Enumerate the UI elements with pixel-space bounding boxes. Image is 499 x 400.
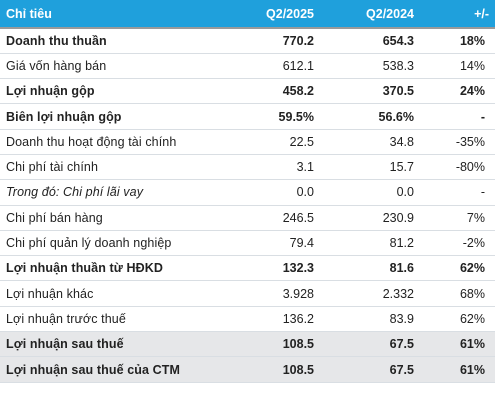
cell-q2-2025: 246.5 bbox=[282, 210, 314, 225]
cell-change: 62% bbox=[459, 311, 485, 326]
header-q2-2025: Q2/2025 bbox=[266, 6, 314, 21]
cell-q2-2024: 538.3 bbox=[382, 58, 414, 73]
cell-q2-2025: 3.928 bbox=[282, 286, 314, 301]
cell-change: 62% bbox=[459, 261, 485, 276]
cell-q2-2024: 2.332 bbox=[382, 286, 414, 301]
table-row: Trong đó: Chi phí lãi vay 0.0 0.0 - bbox=[0, 180, 495, 206]
header-row: Chỉ tiêu Q2/2025 Q2/2024 +/- bbox=[0, 0, 495, 28]
cell-change: -80% bbox=[455, 160, 485, 175]
table-row: Doanh thu hoạt động tài chính 22.5 34.8 … bbox=[0, 129, 495, 155]
row-label: Lợi nhuận gộp bbox=[6, 84, 95, 99]
row-label: Doanh thu hoạt động tài chính bbox=[6, 134, 177, 149]
cell-change: 14% bbox=[459, 58, 485, 73]
cell-q2-2024: 81.2 bbox=[389, 236, 414, 251]
row-label: Lợi nhuận sau thuế của CTM bbox=[6, 362, 180, 377]
table-row: Biên lợi nhuận gộp 59.5% 56.6% - bbox=[0, 104, 495, 130]
cell-q2-2025: 22.5 bbox=[289, 134, 314, 149]
cell-q2-2024: 81.6 bbox=[389, 261, 414, 276]
cell-change: 61% bbox=[459, 362, 485, 377]
cell-q2-2025: 136.2 bbox=[282, 311, 314, 326]
cell-change: - bbox=[480, 109, 485, 124]
cell-change: 68% bbox=[459, 286, 485, 301]
header-indicator: Chỉ tiêu bbox=[6, 6, 52, 21]
cell-q2-2025: 108.5 bbox=[282, 362, 314, 377]
row-label: Chi phí tài chính bbox=[6, 160, 99, 175]
cell-q2-2025: 612.1 bbox=[282, 58, 314, 73]
cell-q2-2025: 132.3 bbox=[282, 261, 314, 276]
row-label: Chi phí quản lý doanh nghiệp bbox=[6, 236, 172, 251]
table-row: Lợi nhuận gộp 458.2 370.5 24% bbox=[0, 79, 495, 104]
row-label: Trong đó: Chi phí lãi vay bbox=[6, 185, 144, 200]
table-row: Chi phí tài chính 3.1 15.7 -80% bbox=[0, 154, 495, 180]
row-label: Lợi nhuận trước thuế bbox=[6, 311, 126, 326]
table-header: Chỉ tiêu Q2/2025 Q2/2024 +/- bbox=[0, 0, 495, 28]
cell-change: 18% bbox=[459, 33, 485, 48]
income-statement-table: Chỉ tiêu Q2/2025 Q2/2024 +/- Doanh thu t… bbox=[0, 0, 495, 383]
cell-q2-2024: 67.5 bbox=[389, 337, 414, 352]
cell-change: 61% bbox=[459, 337, 485, 352]
cell-change: - bbox=[480, 185, 485, 200]
table-row: Lợi nhuận sau thuế của CTM 108.5 67.5 61… bbox=[0, 356, 495, 383]
cell-q2-2024: 230.9 bbox=[382, 210, 414, 225]
table-row: Lợi nhuận khác 3.928 2.332 68% bbox=[0, 281, 495, 307]
cell-q2-2025: 108.5 bbox=[282, 337, 314, 352]
cell-change: -35% bbox=[455, 134, 485, 149]
cell-change: 7% bbox=[466, 210, 485, 225]
cell-q2-2024: 0.0 bbox=[396, 185, 414, 200]
header-change: +/- bbox=[474, 6, 489, 21]
row-label: Lợi nhuận thuần từ HĐKD bbox=[6, 261, 164, 276]
cell-q2-2025: 0.0 bbox=[296, 185, 314, 200]
cell-q2-2024: 370.5 bbox=[382, 84, 414, 99]
cell-change: -2% bbox=[462, 236, 485, 251]
table-row: Lợi nhuận thuần từ HĐKD 132.3 81.6 62% bbox=[0, 256, 495, 281]
cell-q2-2024: 34.8 bbox=[389, 134, 414, 149]
cell-q2-2024: 56.6% bbox=[378, 109, 414, 124]
cell-q2-2024: 15.7 bbox=[389, 160, 414, 175]
cell-q2-2025: 770.2 bbox=[282, 33, 314, 48]
cell-q2-2025: 59.5% bbox=[278, 109, 314, 124]
table-row: Giá vốn hàng bán 612.1 538.3 14% bbox=[0, 53, 495, 79]
table-row: Doanh thu thuần 770.2 654.3 18% bbox=[0, 28, 495, 54]
row-label: Giá vốn hàng bán bbox=[6, 58, 107, 73]
row-label: Biên lợi nhuận gộp bbox=[6, 109, 122, 124]
table-body: Doanh thu thuần 770.2 654.3 18% Giá vốn … bbox=[0, 28, 495, 383]
cell-q2-2025: 458.2 bbox=[282, 84, 314, 99]
row-label: Lợi nhuận sau thuế bbox=[6, 337, 124, 352]
cell-change: 24% bbox=[459, 84, 485, 99]
row-label: Doanh thu thuần bbox=[6, 33, 107, 48]
row-label: Chi phí bán hàng bbox=[6, 210, 103, 225]
header-q2-2024: Q2/2024 bbox=[366, 6, 414, 21]
cell-q2-2025: 3.1 bbox=[296, 160, 314, 175]
cell-q2-2024: 654.3 bbox=[382, 33, 414, 48]
cell-q2-2024: 67.5 bbox=[389, 362, 414, 377]
table-row: Chi phí quản lý doanh nghiệp 79.4 81.2 -… bbox=[0, 230, 495, 256]
table-row: Chi phí bán hàng 246.5 230.9 7% bbox=[0, 205, 495, 231]
cell-q2-2025: 79.4 bbox=[289, 236, 314, 251]
row-label: Lợi nhuận khác bbox=[6, 286, 94, 301]
table-row: Lợi nhuận sau thuế 108.5 67.5 61% bbox=[0, 331, 495, 357]
cell-q2-2024: 83.9 bbox=[389, 311, 414, 326]
table-row: Lợi nhuận trước thuế 136.2 83.9 62% bbox=[0, 306, 495, 332]
